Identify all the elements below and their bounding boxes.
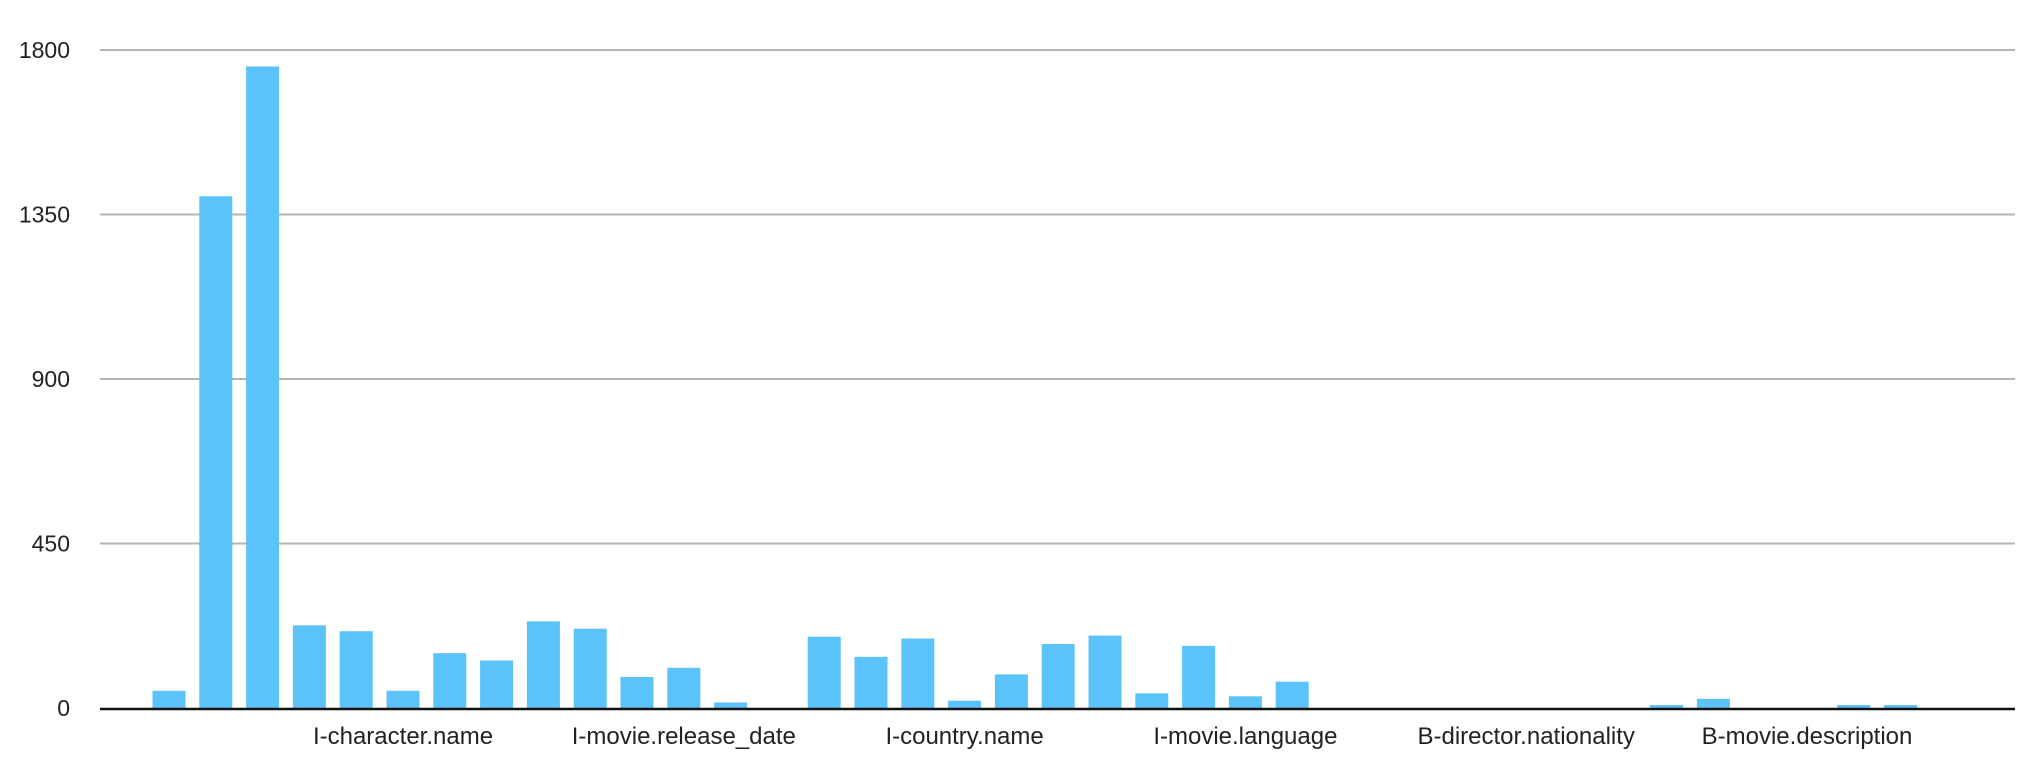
y-tick-label: 1800 bbox=[19, 37, 70, 63]
y-tick-label: 0 bbox=[57, 695, 70, 721]
x-tick-label: I-movie.release_date bbox=[572, 723, 796, 750]
x-tick-label: B-director.nationality bbox=[1417, 723, 1634, 750]
bar bbox=[152, 690, 186, 708]
bars bbox=[152, 66, 1918, 708]
bar bbox=[667, 667, 701, 708]
bar bbox=[994, 674, 1028, 708]
bar bbox=[573, 628, 607, 708]
bar bbox=[199, 196, 233, 708]
y-tick-label: 900 bbox=[32, 366, 70, 392]
bar bbox=[292, 625, 326, 708]
bar bbox=[854, 656, 888, 708]
bar bbox=[901, 638, 935, 708]
x-tick-label: I-movie.language bbox=[1153, 723, 1337, 750]
x-tick-label: I-character.name bbox=[313, 723, 493, 750]
x-tick-label: I-country.name bbox=[885, 723, 1043, 750]
bar bbox=[526, 621, 560, 708]
bar bbox=[948, 700, 982, 708]
y-tick-labels: 0 450 900 1350 1800 bbox=[19, 37, 70, 721]
bar bbox=[1837, 705, 1871, 708]
y-tick-label: 450 bbox=[32, 531, 70, 557]
bar bbox=[386, 690, 420, 708]
bar bbox=[807, 636, 841, 708]
bar bbox=[480, 660, 514, 708]
bar bbox=[1041, 644, 1075, 708]
x-tick-labels: I-character.name I-movie.release_date I-co… bbox=[313, 723, 1912, 750]
x-tick-label: B-movie.description bbox=[1702, 723, 1913, 750]
bar bbox=[1088, 635, 1122, 708]
bar bbox=[714, 702, 748, 708]
bar bbox=[1650, 705, 1684, 708]
bar bbox=[339, 631, 373, 708]
bar bbox=[1182, 645, 1216, 708]
bar bbox=[1884, 705, 1918, 708]
bar bbox=[1696, 698, 1730, 708]
gridlines bbox=[100, 49, 2015, 545]
bar bbox=[246, 66, 280, 708]
bar bbox=[1228, 696, 1262, 708]
y-tick-label: 1350 bbox=[19, 202, 70, 228]
bar bbox=[1275, 681, 1309, 708]
bar bbox=[1135, 693, 1169, 708]
bar bbox=[433, 653, 467, 708]
bar bbox=[620, 676, 654, 708]
